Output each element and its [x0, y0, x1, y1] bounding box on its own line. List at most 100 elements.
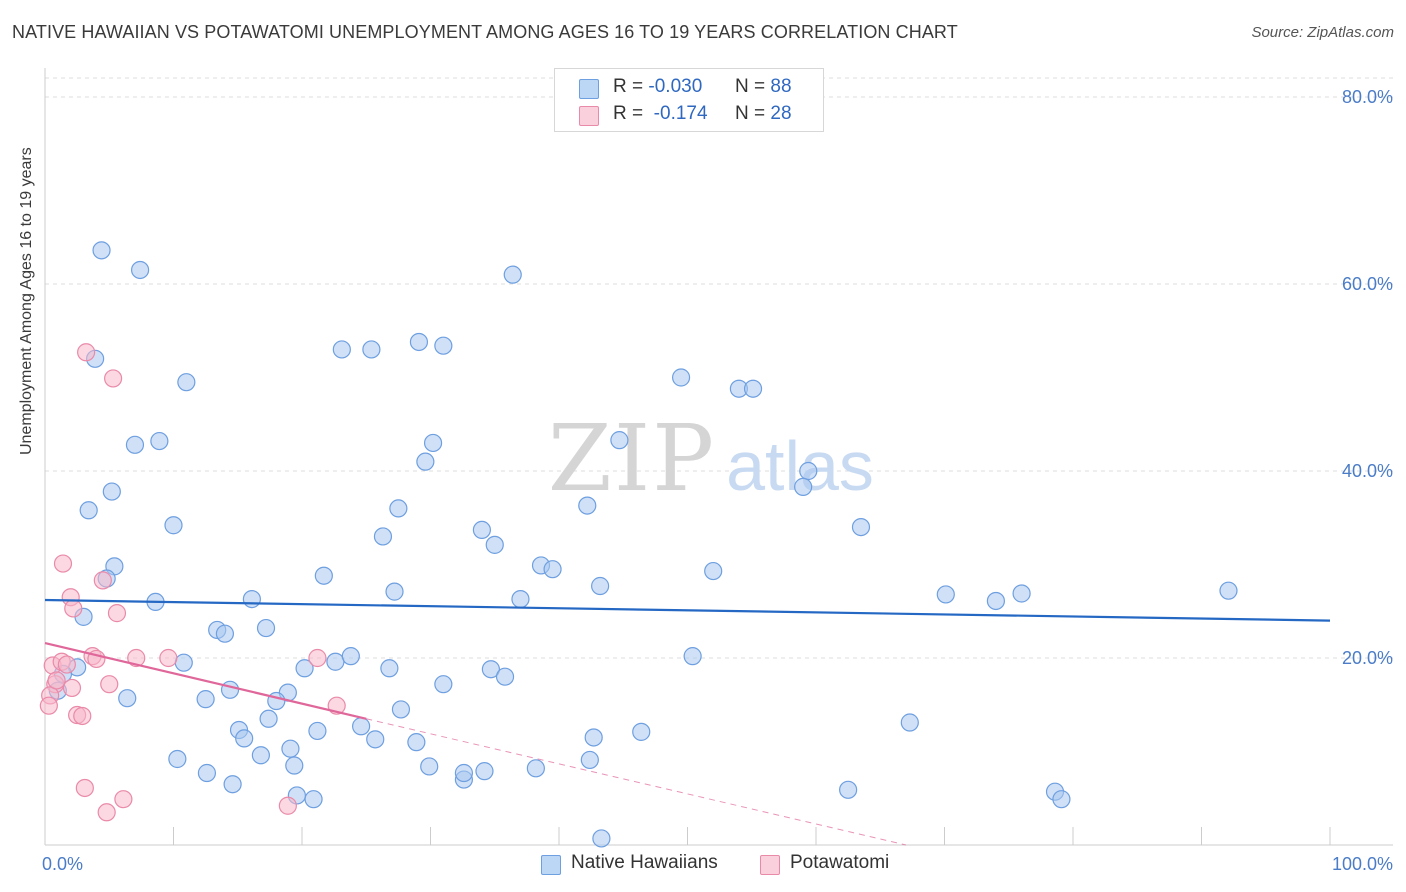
data-point-potawatomi — [64, 599, 83, 618]
legend-r-value: -0.174 — [653, 103, 708, 124]
data-point-native-hawaiians — [851, 517, 871, 537]
data-point-native-hawaiians — [380, 659, 399, 678]
x-tick-label-min: 0.0% — [42, 854, 83, 874]
y-tick-label: 60.0% — [1342, 274, 1393, 294]
data-point-native-hawaiians — [704, 561, 723, 581]
data-point-potawatomi — [107, 604, 127, 623]
x-tick-label-max: 100.0% — [1332, 854, 1393, 874]
data-point-potawatomi — [53, 554, 73, 573]
data-point-native-hawaiians — [362, 340, 381, 359]
legend-swatch-blue — [579, 79, 599, 99]
data-point-native-hawaiians — [900, 713, 919, 732]
data-point-native-hawaiians — [475, 762, 494, 781]
data-point-native-hawaiians — [251, 746, 270, 765]
data-point-potawatomi — [39, 696, 58, 715]
data-point-native-hawaiians — [485, 535, 504, 554]
data-point-native-hawaiians — [168, 749, 187, 769]
data-point-potawatomi — [47, 671, 66, 690]
data-point-potawatomi — [114, 790, 133, 809]
data-point-potawatomi — [100, 675, 119, 694]
y-tick-label: 80.0% — [1342, 87, 1393, 107]
data-point-native-hawaiians — [130, 260, 150, 280]
data-point-native-hawaiians — [242, 589, 261, 609]
bottom-legend-swatch-blue — [541, 855, 561, 875]
source-label: Source: ZipAtlas.com — [1251, 24, 1394, 41]
legend-n-value: 88 — [770, 76, 792, 97]
data-point-native-hawaiians — [285, 756, 304, 775]
legend-swatch-pink — [579, 106, 599, 126]
data-point-native-hawaiians — [259, 709, 278, 728]
data-point-native-hawaiians — [936, 585, 955, 604]
data-point-native-hawaiians — [434, 336, 453, 355]
data-point-native-hawaiians — [1219, 581, 1238, 600]
data-point-native-hawaiians — [1052, 790, 1071, 809]
data-point-native-hawaiians — [223, 775, 242, 794]
data-point-native-hawaiians — [391, 700, 411, 719]
data-point-native-hawaiians — [543, 560, 562, 579]
data-point-potawatomi — [62, 678, 82, 698]
data-point-native-hawaiians — [373, 527, 393, 546]
chart-title: NATIVE HAWAIIAN VS POTAWATOMI UNEMPLOYME… — [12, 22, 958, 42]
data-point-potawatomi — [97, 803, 116, 822]
data-point-potawatomi — [127, 648, 146, 668]
trend-line-potawatomi-extrapolated — [366, 718, 907, 846]
data-point-native-hawaiians — [580, 750, 599, 770]
data-point-native-hawaiians — [385, 582, 404, 601]
watermark: ZIP atlas — [548, 405, 874, 512]
data-point-native-hawaiians — [423, 433, 443, 453]
data-point-native-hawaiians — [794, 477, 813, 496]
data-point-potawatomi — [77, 343, 96, 362]
axes — [44, 68, 1393, 846]
bottom-legend-swatch-pink — [760, 855, 780, 875]
bottom-legend-label: Potawatomi — [790, 852, 890, 873]
data-point-native-hawaiians — [472, 520, 491, 540]
data-point-native-hawaiians — [314, 566, 333, 585]
data-point-native-hawaiians — [409, 332, 429, 352]
data-point-native-hawaiians — [610, 431, 629, 450]
data-point-native-hawaiians — [125, 435, 145, 454]
data-point-native-hawaiians — [215, 624, 234, 643]
legend-n-label: N = — [735, 76, 766, 97]
data-point-native-hawaiians — [196, 690, 215, 709]
data-point-native-hawaiians — [79, 501, 98, 520]
data-point-native-hawaiians — [683, 647, 702, 666]
data-point-native-hawaiians — [256, 618, 276, 638]
data-point-native-hawaiians — [308, 721, 327, 741]
data-point-native-hawaiians — [420, 757, 439, 776]
data-point-native-hawaiians — [341, 647, 360, 666]
data-point-native-hawaiians — [118, 689, 137, 708]
data-point-native-hawaiians — [352, 717, 371, 736]
data-point-native-hawaiians — [434, 675, 453, 694]
data-point-native-hawaiians — [92, 241, 111, 260]
data-point-native-hawaiians — [295, 659, 314, 678]
data-point-native-hawaiians — [839, 780, 858, 799]
data-point-native-hawaiians — [1012, 584, 1031, 603]
data-point-native-hawaiians — [503, 265, 522, 284]
data-point-native-hawaiians — [481, 660, 500, 679]
data-point-native-hawaiians — [578, 496, 597, 515]
trend-line-potawatomi — [44, 641, 367, 720]
data-point-native-hawaiians — [326, 652, 345, 671]
data-point-native-hawaiians — [177, 373, 196, 392]
legend-n-value: 28 — [770, 103, 792, 124]
data-point-native-hawaiians — [592, 829, 611, 848]
data-point-native-hawaiians — [235, 729, 254, 748]
y-tick-label: 40.0% — [1342, 461, 1393, 481]
legend-r-label: R = — [613, 76, 644, 97]
data-point-native-hawaiians — [526, 759, 545, 778]
data-point-native-hawaiians — [174, 653, 193, 672]
data-point-native-hawaiians — [102, 482, 121, 501]
data-point-potawatomi — [308, 648, 327, 668]
watermark-zip: ZIP — [548, 405, 716, 512]
data-point-native-hawaiians — [986, 591, 1006, 611]
data-point-potawatomi — [159, 648, 178, 668]
data-point-native-hawaiians — [366, 730, 385, 749]
data-point-native-hawaiians — [454, 763, 474, 783]
legend-r-value: -0.030 — [648, 76, 703, 97]
data-point-potawatomi — [104, 369, 123, 388]
data-point-native-hawaiians — [416, 452, 435, 471]
bottom-legend-label: Native Hawaiians — [571, 852, 718, 873]
series-native-hawaiians — [48, 241, 1238, 848]
data-point-native-hawaiians — [304, 790, 323, 809]
